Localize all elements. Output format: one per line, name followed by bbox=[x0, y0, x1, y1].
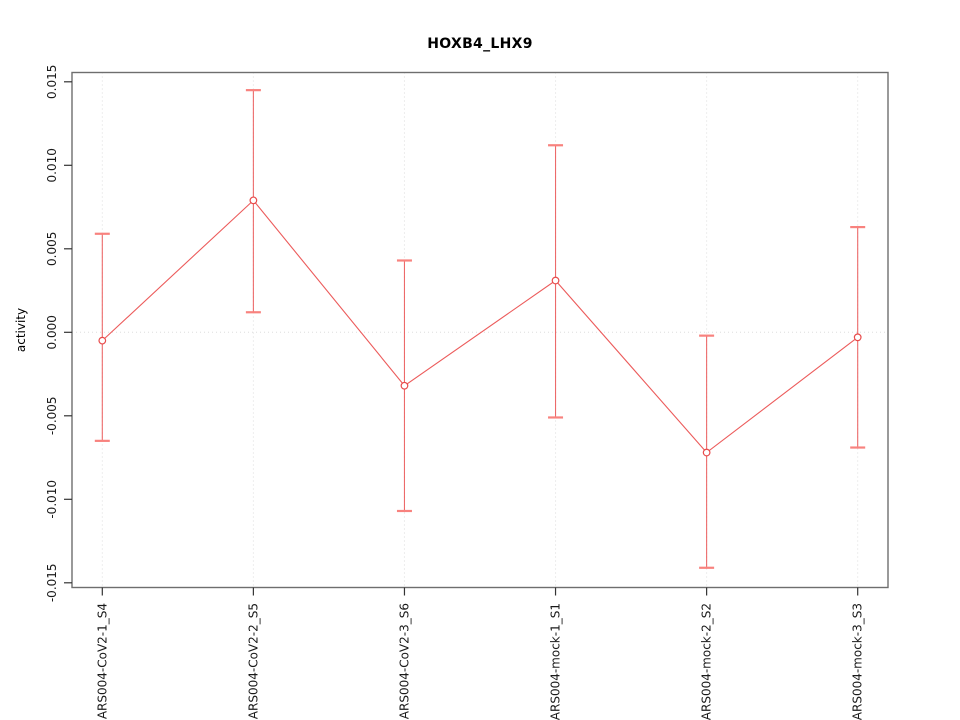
chart-title: HOXB4_LHX9 bbox=[427, 36, 533, 52]
y-tick-label: 0.000 bbox=[45, 315, 59, 349]
x-tick-label: SARS004-CoV2-2_S5 bbox=[246, 603, 260, 720]
x-tick-label: SARS004-mock-2_S2 bbox=[700, 603, 714, 720]
data-point-marker bbox=[249, 196, 258, 205]
x-tick-label: SARS004-CoV2-1_S4 bbox=[95, 603, 109, 720]
data-point-marker bbox=[853, 333, 862, 342]
y-tick-label: 0.010 bbox=[45, 148, 59, 182]
y-tick-label: 0.015 bbox=[45, 65, 59, 99]
plot-box bbox=[71, 71, 889, 589]
x-tick-label: SARS004-mock-3_S3 bbox=[851, 603, 865, 720]
y-tick-label: 0.005 bbox=[45, 232, 59, 266]
data-point-marker bbox=[551, 276, 560, 285]
y-tick-label: -0.010 bbox=[45, 480, 59, 519]
x-tick-label: SARS004-CoV2-3_S6 bbox=[397, 603, 411, 720]
y-tick-label: -0.015 bbox=[45, 563, 59, 602]
x-tick-label: SARS004-mock-1_S1 bbox=[549, 603, 563, 720]
data-point-marker bbox=[98, 336, 107, 345]
series-line bbox=[101, 199, 859, 454]
data-point-marker bbox=[400, 381, 409, 390]
y-tick-label: -0.005 bbox=[45, 396, 59, 435]
data-point-marker bbox=[702, 448, 711, 457]
